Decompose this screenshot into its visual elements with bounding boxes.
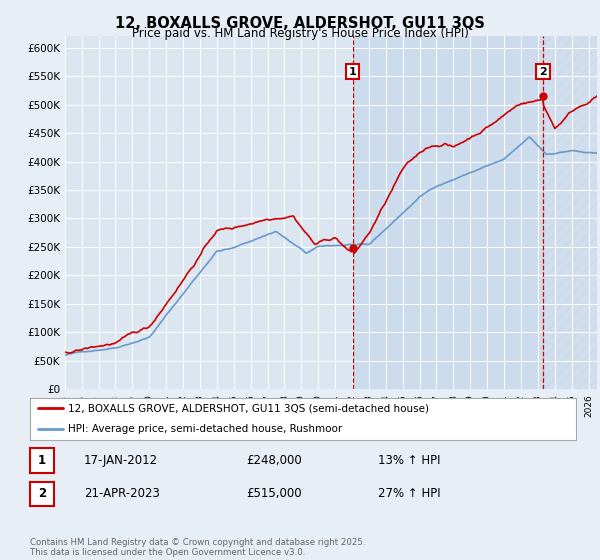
Text: 12, BOXALLS GROVE, ALDERSHOT, GU11 3QS: 12, BOXALLS GROVE, ALDERSHOT, GU11 3QS <box>115 16 485 31</box>
Text: 27% ↑ HPI: 27% ↑ HPI <box>378 487 440 501</box>
Text: Price paid vs. HM Land Registry's House Price Index (HPI): Price paid vs. HM Land Registry's House … <box>131 27 469 40</box>
Text: 13% ↑ HPI: 13% ↑ HPI <box>378 454 440 467</box>
Text: 2: 2 <box>539 67 547 77</box>
Text: 12, BOXALLS GROVE, ALDERSHOT, GU11 3QS (semi-detached house): 12, BOXALLS GROVE, ALDERSHOT, GU11 3QS (… <box>68 403 429 413</box>
Bar <box>353 36 543 389</box>
Text: 1: 1 <box>349 67 356 77</box>
Text: £515,000: £515,000 <box>246 487 302 501</box>
Text: 2: 2 <box>38 487 46 501</box>
Text: £248,000: £248,000 <box>246 454 302 467</box>
Text: 17-JAN-2012: 17-JAN-2012 <box>84 454 158 467</box>
Text: 21-APR-2023: 21-APR-2023 <box>84 487 160 501</box>
Text: HPI: Average price, semi-detached house, Rushmoor: HPI: Average price, semi-detached house,… <box>68 424 343 434</box>
Bar <box>543 36 597 389</box>
Text: Contains HM Land Registry data © Crown copyright and database right 2025.
This d: Contains HM Land Registry data © Crown c… <box>30 538 365 557</box>
Text: 1: 1 <box>38 454 46 467</box>
